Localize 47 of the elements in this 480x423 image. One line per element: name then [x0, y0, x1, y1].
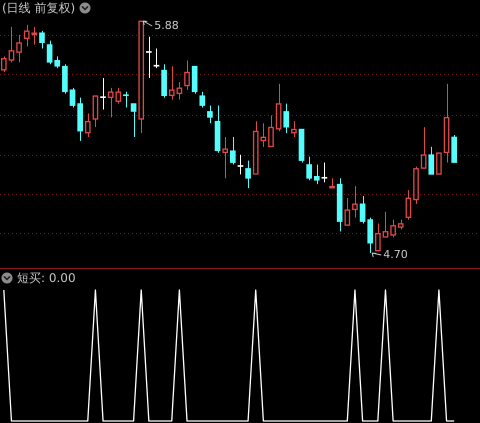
candlestick: [16, 34, 22, 63]
chart-title: (日线 前复权): [2, 1, 76, 15]
candlestick: [32, 26, 38, 46]
candlestick: [100, 78, 106, 110]
candlestick: [84, 112, 91, 138]
candlestick: [420, 126, 426, 169]
candlestick: [283, 103, 290, 134]
candlestick: [444, 83, 450, 164]
candlestick: [260, 122, 266, 148]
candlestick: [382, 211, 388, 238]
candlestick: [77, 97, 83, 142]
chart-title: 短买: 0.00: [17, 271, 76, 285]
candlestick: [252, 120, 259, 175]
candlestick: [406, 190, 412, 220]
candlestick: [123, 91, 129, 108]
candlestick: [367, 217, 374, 254]
candlestick: [154, 48, 160, 69]
candlestick: [428, 146, 434, 175]
candlestick: [291, 120, 297, 138]
candlestick: [146, 36, 152, 79]
candlestick: [230, 136, 236, 166]
candlestick: [238, 154, 244, 175]
candlestick: [207, 105, 213, 124]
candlestick: [46, 40, 52, 65]
annotation: 4.70: [383, 248, 408, 261]
candlestick: [413, 166, 419, 204]
candlestick: [375, 223, 381, 252]
candlestick: [336, 178, 343, 232]
candlestick: [92, 95, 98, 128]
candlestick: [276, 83, 282, 132]
candlestick: [161, 64, 167, 98]
candlestick: [130, 103, 136, 138]
candlestick: [184, 60, 190, 90]
candlestick: [39, 30, 45, 50]
candlestick: [24, 24, 30, 48]
candlestick: [8, 26, 14, 63]
candlestick: [360, 195, 366, 224]
candlestick: [390, 219, 396, 238]
annotation: 5.88: [154, 18, 179, 32]
candlestick: [214, 105, 220, 154]
candlestick: [138, 20, 144, 134]
candlestick: [344, 197, 350, 226]
candlestick: [329, 178, 335, 188]
candlestick: [314, 164, 320, 185]
candlestick: [245, 160, 251, 189]
candlestick: [306, 156, 312, 181]
candlestick: [268, 114, 274, 148]
